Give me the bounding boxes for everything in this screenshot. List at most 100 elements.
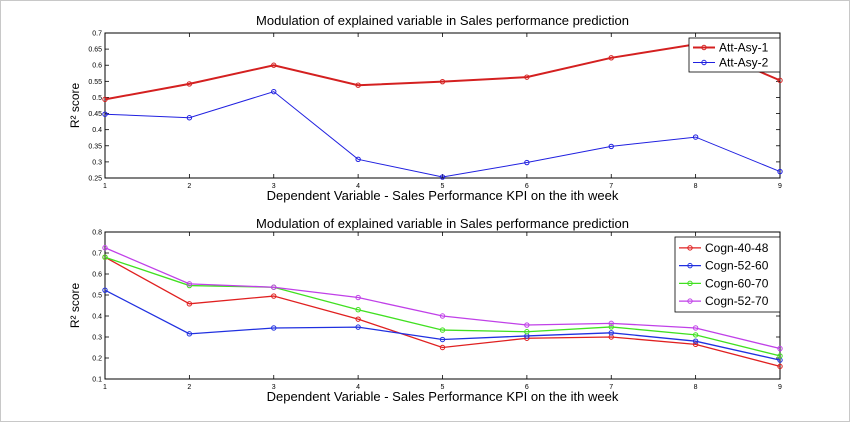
- data-point-Cogn-60-70: [439, 327, 446, 333]
- y-tick-label: 0.6: [92, 63, 102, 70]
- y-tick-label: 0.55: [88, 79, 102, 86]
- y-tick-label: 0.65: [88, 47, 102, 54]
- data-point-Cogn-52-60: [608, 330, 614, 336]
- x-tick-label: 2: [187, 183, 191, 190]
- x-tick-label: 8: [694, 183, 698, 190]
- x-tick-label: 1: [103, 183, 107, 190]
- x-tick-label: 3: [272, 183, 276, 190]
- y-tick-label: 0.7: [92, 251, 102, 258]
- data-point-Cogn-52-70: [102, 245, 108, 251]
- legend-marker-Cogn-40-48: [687, 245, 693, 251]
- data-point-Att-Asy-2: [524, 159, 530, 166]
- data-point-Att-Asy-2: [186, 115, 193, 121]
- data-point-Cogn-40-48: [777, 363, 783, 370]
- data-point-Att-Asy-1: [777, 77, 783, 84]
- data-point-Cogn-40-48: [692, 341, 699, 348]
- x-tick-label: 1: [103, 384, 107, 391]
- y-tick-label: 0.2: [92, 356, 102, 363]
- legend-label-Cogn-60-70: Cogn-60-70: [705, 276, 769, 290]
- x-tick-label: 4: [356, 183, 360, 190]
- y-tick-label: 0.6: [92, 272, 102, 279]
- data-point-Cogn-40-48: [271, 293, 277, 299]
- legend-label-Cogn-40-48: Cogn-40-48: [705, 241, 769, 255]
- data-point-Att-Asy-1: [102, 96, 108, 103]
- y-tick-label: 0.45: [88, 111, 102, 118]
- x-tick-label: 6: [525, 183, 529, 190]
- y-axis-label-1: R² score: [68, 83, 82, 129]
- data-point-Cogn-52-70: [524, 322, 530, 328]
- data-point-Att-Asy-1: [186, 81, 193, 87]
- y-tick-label: 0.3: [92, 335, 102, 342]
- y-tick-label: 0.7: [92, 31, 102, 38]
- data-point-Att-Asy-2: [608, 143, 614, 150]
- x-axis-label-1: Dependent Variable - Sales Performance K…: [267, 188, 619, 203]
- legend-marker-Cogn-52-60: [687, 262, 693, 269]
- plot-frame-1: [104, 32, 781, 179]
- data-point-Att-Asy-1: [608, 55, 614, 61]
- y-tick-label: 0.5: [92, 293, 102, 300]
- chart-title-1: Modulation of explained variable in Sale…: [256, 13, 629, 28]
- x-tick-label: 7: [609, 384, 613, 391]
- x-tick-label: 5: [441, 183, 445, 190]
- x-tick-label: 9: [778, 384, 782, 391]
- data-point-Att-Asy-2: [355, 156, 361, 163]
- data-point-Cogn-52-60: [186, 331, 193, 337]
- series-line-Cogn-52-70: [104, 247, 781, 350]
- data-point-Cogn-40-48: [439, 344, 446, 351]
- legend-marker-Att-Asy-2: [701, 59, 707, 66]
- y-tick-label: 0.4: [92, 314, 102, 321]
- data-point-Att-Asy-2: [777, 168, 783, 175]
- data-point-Cogn-60-70: [355, 307, 361, 313]
- legend-label-Att-Asy-1: Att-Asy-1: [719, 41, 769, 55]
- x-tick-label: 9: [778, 183, 782, 190]
- data-point-Att-Asy-2: [692, 134, 699, 140]
- data-point-Cogn-52-70: [355, 294, 361, 301]
- data-point-Cogn-52-60: [439, 336, 446, 343]
- y-tick-label: 0.25: [88, 176, 102, 183]
- data-point-Cogn-60-70: [608, 324, 614, 330]
- data-point-Cogn-52-70: [777, 345, 783, 352]
- data-point-Att-Asy-2: [271, 88, 277, 95]
- data-point-Cogn-60-70: [777, 353, 783, 359]
- data-point-Cogn-52-70: [186, 281, 193, 287]
- y-tick-label: 0.8: [92, 230, 102, 237]
- data-point-Cogn-52-70: [271, 284, 277, 290]
- data-point-Att-Asy-1: [355, 82, 361, 88]
- x-tick-label: 3: [272, 384, 276, 391]
- y-tick-label: 0.5: [92, 95, 102, 102]
- y-tick-label: 0.35: [88, 143, 102, 150]
- x-tick-label: 8: [694, 384, 698, 391]
- x-tick-label: 5: [441, 384, 445, 391]
- data-point-Cogn-52-60: [355, 324, 361, 330]
- data-point-Cogn-60-70: [102, 254, 108, 260]
- data-point-Att-Asy-2: [102, 111, 108, 117]
- data-point-Cogn-52-70: [608, 320, 614, 327]
- x-tick-label: 7: [609, 183, 613, 190]
- data-point-Att-Asy-2: [439, 174, 446, 180]
- series-line-Cogn-40-48: [104, 256, 781, 368]
- data-point-Cogn-60-70: [692, 332, 699, 338]
- x-axis-label-2: Dependent Variable - Sales Performance K…: [267, 389, 619, 404]
- series-line-Cogn-52-60: [104, 289, 781, 361]
- legend-box-2: [674, 236, 781, 313]
- data-point-Att-Asy-1: [271, 62, 277, 68]
- y-axis-label-2: R² score: [68, 283, 82, 329]
- legend-box-1: [688, 37, 781, 73]
- legend-marker-Cogn-60-70: [687, 280, 693, 287]
- data-point-Cogn-40-48: [186, 301, 193, 307]
- series-line-Cogn-60-70: [104, 256, 781, 357]
- data-point-Cogn-52-60: [102, 287, 108, 293]
- y-tick-label: 0.4: [92, 127, 102, 134]
- data-point-Cogn-40-48: [355, 316, 361, 322]
- x-tick-label: 2: [187, 384, 191, 391]
- y-tick-label: 0.3: [92, 159, 102, 166]
- series-line-Att-Asy-1: [104, 43, 781, 101]
- y-tick-label: 0.1: [92, 377, 102, 384]
- data-point-Att-Asy-1: [524, 74, 530, 80]
- legend-marker-Att-Asy-1: [701, 44, 707, 51]
- legend-marker-Cogn-52-70: [687, 298, 693, 304]
- data-point-Cogn-52-70: [439, 313, 446, 319]
- data-point-Cogn-52-70: [692, 325, 699, 331]
